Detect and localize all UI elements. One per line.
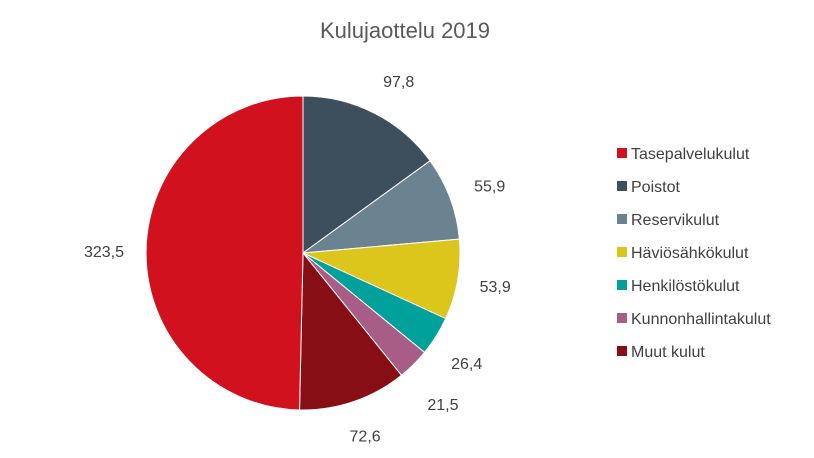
legend-label-muut-kulut: Muut kulut [631,344,705,361]
data-label-haviosahkokulut: 53,9 [480,279,511,296]
legend-swatch-muut-kulut [617,346,627,356]
legend-swatch-henkilostokulut [617,280,627,290]
legend-swatch-poistot [617,181,627,191]
data-labels: 97,8 55,9 53,9 26,4 21,5 72,6 323,5 [84,74,511,446]
legend: Tasepalvelukulut Poistot Reservikulut Häviö… [617,146,771,361]
data-label-henkilostokulut: 26,4 [451,356,482,373]
chart-title: Kulujaottelu 2019 [320,18,490,43]
legend-item-tasepalvelukulut: Tasepalvelukulut [617,146,750,163]
legend-label-poistot: Poistot [631,179,680,196]
legend-label-henkilostokulut: Henkilöstökulut [631,278,740,295]
pie-slices [145,95,461,411]
pie-slice-reservikulut [301,160,460,254]
legend-swatch-haviosahkokulut [617,247,627,257]
legend-swatch-kunnonhallintakulut [617,313,627,323]
legend-label-kunnonhallintakulut: Kunnonhallintakulut [631,311,771,328]
pie-slice-muut-kulut [299,251,403,411]
legend-label-haviosahkokulut: Häviösähkökulut [631,245,749,262]
data-label-reservikulut: 55,9 [474,178,505,195]
data-label-poistot: 97,8 [383,74,414,91]
data-label-muut-kulut: 72,6 [350,429,381,446]
legend-item-haviosahkokulut: Häviösähkökulut [617,245,749,262]
legend-label-tasepalvelukulut: Tasepalvelukulut [631,146,750,163]
legend-item-muut-kulut: Muut kulut [617,344,705,361]
pie-slice-poistot [302,95,431,254]
legend-item-poistot: Poistot [617,179,680,196]
data-label-kunnonhallintakulut: 21,5 [427,397,458,414]
pie-slice-tasepalvelukulut [145,95,304,411]
legend-swatch-tasepalvelukulut [617,148,627,158]
legend-item-kunnonhallintakulut: Kunnonhallintakulut [617,311,771,328]
legend-item-reservikulut: Reservikulut [617,212,720,229]
legend-label-reservikulut: Reservikulut [631,212,720,229]
data-label-tasepalvelukulut: 323,5 [84,244,124,261]
legend-item-henkilostokulut: Henkilöstökulut [617,278,740,295]
legend-swatch-reservikulut [617,214,627,224]
